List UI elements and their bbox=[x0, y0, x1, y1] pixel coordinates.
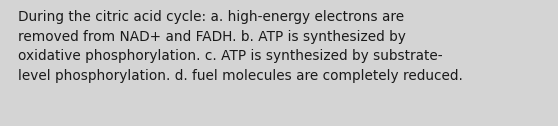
Text: During the citric acid cycle: a. high-energy electrons are
removed from NAD+ and: During the citric acid cycle: a. high-en… bbox=[18, 10, 463, 83]
